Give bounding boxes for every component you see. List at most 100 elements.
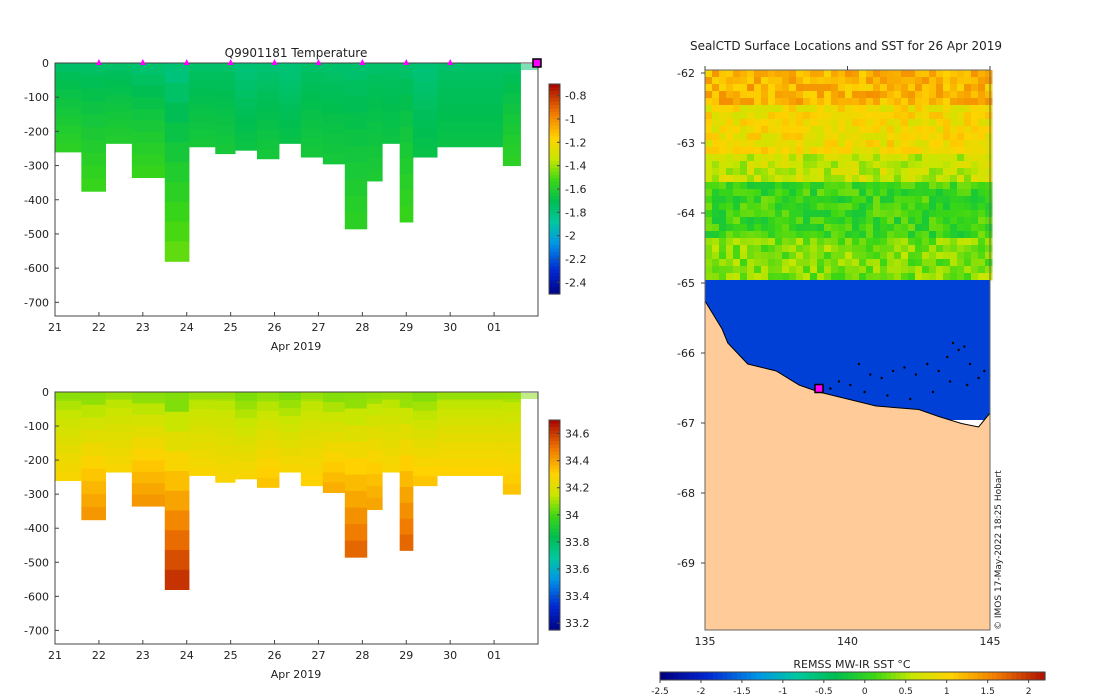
sst-colorbar-segment <box>789 672 796 680</box>
sst-pixel <box>971 91 979 99</box>
sst-pixel <box>873 105 881 113</box>
sst-pixel <box>852 77 860 85</box>
sst-pixel <box>852 105 860 113</box>
sst-pixel <box>775 147 783 155</box>
sst-pixel <box>754 203 762 211</box>
colorbar-segment <box>549 150 560 155</box>
sst-pixel <box>957 273 965 281</box>
colorbar-segment <box>549 532 560 537</box>
sst-colorbar-segment <box>737 672 743 680</box>
sst-pixel <box>782 175 790 183</box>
sst-pixel <box>712 133 720 141</box>
profile-cell <box>131 437 166 450</box>
colorbar-segment <box>549 574 560 579</box>
sst-pixel <box>824 91 832 99</box>
profile-cell <box>437 442 504 451</box>
profile-cell <box>412 476 438 487</box>
profile-cell <box>344 96 368 114</box>
sst-pixel <box>817 175 825 183</box>
sst-pixel <box>796 91 804 99</box>
sst-colorbar-segment <box>871 672 878 680</box>
sst-colorbar-segment <box>963 672 969 680</box>
sst-pixel <box>936 231 944 239</box>
profile-cell <box>322 472 346 483</box>
sst-pixel <box>922 84 930 92</box>
sst-pixel <box>803 217 811 225</box>
x-tick-label: 26 <box>268 321 282 334</box>
sst-pixel <box>782 245 790 253</box>
sst-pixel <box>803 91 811 99</box>
sst-pixel <box>936 91 944 99</box>
x-tick-label: 21 <box>48 649 62 662</box>
sst-pixel <box>838 182 846 190</box>
sst-pixel <box>887 175 895 183</box>
profile-cell <box>188 130 216 139</box>
temperature-axes: 21 22 23 24 25 26 27 28 29 30 010-100-200-300-400-… <box>24 57 542 334</box>
profile-cell <box>382 95 401 104</box>
colorbar-segment <box>549 556 560 561</box>
sst-pixel <box>719 210 727 218</box>
profile-cell <box>366 74 383 88</box>
sst-pixel <box>824 154 832 162</box>
profile-cell <box>366 462 383 475</box>
sst-pixel <box>873 210 881 218</box>
sst-pixel <box>971 133 979 141</box>
sst-pixel <box>901 196 909 204</box>
sst-pixel <box>768 259 776 267</box>
sst-colorbar-segment <box>886 672 892 680</box>
sst-pixel <box>754 217 762 225</box>
profile-cell <box>382 464 401 473</box>
sst-pixel <box>747 252 755 260</box>
sst-pixel <box>705 273 713 281</box>
colorbar-segment <box>549 259 560 264</box>
sst-pixel <box>824 112 832 120</box>
sst-pixel <box>824 245 832 253</box>
lon-tick-label: 145 <box>980 635 1001 648</box>
sst-pixel <box>726 196 734 204</box>
colorbar-tick-label: 33.8 <box>565 536 590 549</box>
sst-pixel <box>782 196 790 204</box>
lat-tick-label: -67 <box>677 417 695 430</box>
sst-pixel <box>894 105 902 113</box>
sst-colorbar-segment <box>905 672 911 680</box>
sst-colorbar-segment <box>919 672 926 680</box>
profile-cell <box>256 110 280 121</box>
profile-cell <box>81 63 106 77</box>
sst-pixel <box>950 105 958 113</box>
y-tick-label: -100 <box>24 420 49 433</box>
profile-cell <box>300 448 324 459</box>
profile-cell <box>322 402 346 413</box>
sst-pixel <box>922 161 930 169</box>
sst-pixel <box>859 77 867 85</box>
profile-cell <box>278 127 302 136</box>
sst-pixel <box>733 266 741 274</box>
sst-pixel <box>838 98 846 106</box>
sst-pixel <box>796 105 804 113</box>
profile-cell <box>322 133 346 145</box>
seal-location <box>968 362 972 366</box>
sst-colorbar-tick-label: -2.5 <box>651 687 669 697</box>
sst-pixel <box>747 266 755 274</box>
sst-pixel <box>915 147 923 155</box>
sst-pixel <box>957 77 965 85</box>
sst-pixel <box>950 245 958 253</box>
sst-pixel <box>880 126 888 134</box>
colorbar-tick-label: -1.4 <box>565 160 586 173</box>
sst-colorbar-segment <box>915 672 921 680</box>
profile-cell <box>300 81 324 92</box>
sst-pixel <box>873 133 881 141</box>
profile-cell <box>188 417 216 426</box>
sst-pixel <box>775 161 783 169</box>
sst-pixel <box>880 70 888 78</box>
colorbar-segment <box>549 448 560 453</box>
sst-pixel <box>929 196 937 204</box>
sst-colorbar-tick-label: 1.5 <box>980 687 994 697</box>
profile-cell <box>105 464 133 473</box>
sst-pixel <box>908 105 916 113</box>
sst-pixel <box>810 84 818 92</box>
sst-pixel <box>838 189 846 197</box>
sst-colorbar-segment <box>703 672 709 680</box>
sst-pixel <box>775 168 783 176</box>
sst-pixel <box>761 98 769 106</box>
